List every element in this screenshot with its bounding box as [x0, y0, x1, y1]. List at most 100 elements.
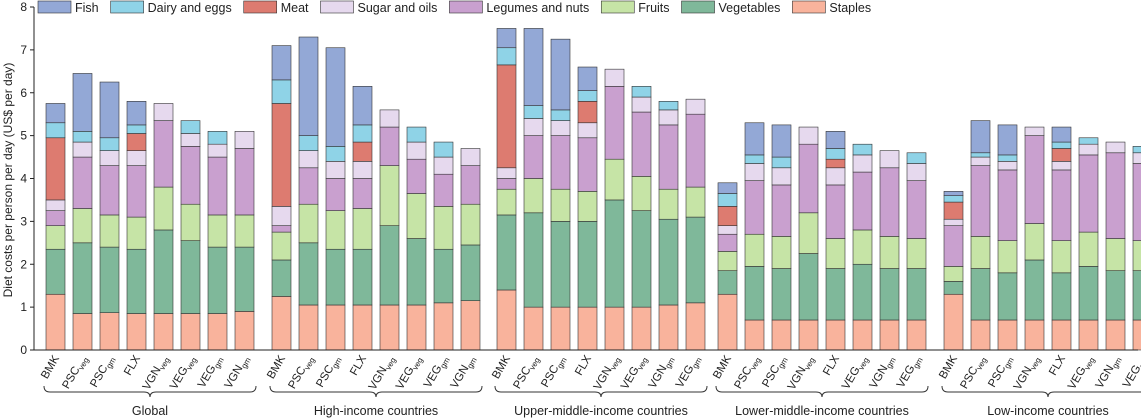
bar-segment-sugar-and-oils	[906, 163, 927, 181]
bar-segment-sugar-and-oils	[271, 206, 292, 226]
bar-segment-legumes-and-nuts	[99, 165, 120, 216]
y-tick-label: 8	[20, 0, 27, 14]
bar-segment-fish	[997, 124, 1018, 156]
x-tick-label: VGNveg	[786, 354, 817, 394]
group-label: Upper-middle-income countries	[514, 404, 688, 418]
x-tick-label: BMK	[490, 353, 513, 381]
bar-segment-fruits	[523, 178, 544, 214]
bar-segment-staples	[1078, 319, 1099, 351]
y-tick-label: 4	[20, 172, 27, 186]
bar-segment-dairy-and-eggs	[72, 131, 93, 143]
y-axis-title: Diet costs per person per day (US$ per d…	[1, 63, 15, 298]
bar-segment-staples	[496, 289, 517, 351]
bar-segment-dairy-and-eggs	[126, 124, 147, 134]
bar-segment-fruits	[771, 236, 792, 269]
x-tick-label: VEGveg	[1066, 354, 1097, 393]
bar-segment-staples	[352, 304, 373, 351]
bar-segment-vegetables	[45, 248, 66, 295]
bar-segment-fruits	[798, 212, 819, 254]
bar-segment-dairy-and-eggs	[325, 146, 346, 162]
legend-swatch	[320, 0, 354, 14]
bar-segment-sugar-and-oils	[1132, 152, 1141, 164]
bar-segment-legumes-and-nuts	[325, 178, 346, 211]
bar-segment-sugar-and-oils	[433, 156, 454, 175]
y-tick-label: 0	[20, 343, 27, 357]
bar-segment-staples	[685, 302, 706, 351]
bar-segment-fish	[717, 182, 738, 194]
y-tick-label: 1	[20, 300, 27, 314]
bar-segment-sugar-and-oils	[604, 68, 625, 87]
bar-segment-vegetables	[298, 242, 319, 306]
x-tick-label: BMK	[39, 353, 62, 381]
bar-segment-vegetables	[496, 214, 517, 291]
bar-segment-fish	[523, 28, 544, 106]
bar-segment-sugar-and-oils	[207, 143, 228, 158]
legend: Fish Dairy and eggs Meat Sugar and oils Legu…	[37, 0, 871, 15]
bar-segment-fruits	[943, 266, 964, 282]
bar-segment-dairy-and-eggs	[550, 109, 571, 121]
bar-segment-vegetables	[1051, 272, 1072, 321]
x-tick-label: VEGveg	[168, 354, 199, 393]
bar-segment-legumes-and-nuts	[658, 124, 679, 190]
bar-segment-legumes-and-nuts	[852, 171, 873, 231]
bar-segment-sugar-and-oils	[852, 154, 873, 173]
bar-segment-dairy-and-eggs	[943, 195, 964, 203]
bar-segment-vegetables	[550, 221, 571, 308]
bar-segment-sugar-and-oils	[1078, 143, 1099, 156]
bar-segment-meat	[1051, 148, 1072, 162]
bar-segment-legumes-and-nuts	[685, 113, 706, 188]
bar-segment-fruits	[207, 214, 228, 248]
bar-segment-vegetables	[825, 268, 846, 321]
bar-segment-staples	[943, 293, 964, 351]
bar-segment-legumes-and-nuts	[798, 143, 819, 214]
bar-segment-fruits	[1051, 240, 1072, 274]
bar-segment-vegetables	[180, 240, 201, 314]
bar-segment-legumes-and-nuts	[45, 210, 66, 226]
bar-segment-staples	[460, 300, 481, 351]
legend-swatch	[600, 0, 635, 14]
y-axis: Diet costs per person per day (US$ per d…	[1, 0, 35, 357]
bar-segment-fruits	[460, 203, 481, 246]
x-tick-label: FLX	[348, 353, 369, 378]
bar-segment-fish	[325, 47, 346, 147]
x-tick-label: PSCveg	[511, 354, 541, 393]
bar-segment-sugar-and-oils	[970, 156, 991, 166]
bar-segment-vegetables	[126, 248, 147, 314]
x-tick-label: FLX	[821, 353, 842, 378]
bar-segment-fruits	[352, 208, 373, 250]
bar-segment-staples	[1132, 319, 1141, 351]
bar-segment-fruits	[379, 165, 400, 226]
bar-segment-legumes-and-nuts	[207, 156, 228, 216]
bar-segment-legumes-and-nuts	[406, 158, 427, 194]
bar-segment-staples	[879, 319, 900, 351]
bar-segment-vegetables	[906, 268, 927, 321]
y-tick-label: 2	[20, 257, 27, 271]
bar-segment-dairy-and-eggs	[1078, 137, 1099, 145]
bar-segment-legumes-and-nuts	[523, 135, 544, 179]
bar-segment-legumes-and-nuts	[970, 165, 991, 237]
x-tick-label: FLX	[573, 353, 594, 378]
y-tick-label: 3	[20, 214, 27, 228]
bar-segment-legumes-and-nuts	[631, 111, 652, 177]
bar-segment-legumes-and-nuts	[72, 156, 93, 209]
bar-segment-staples	[153, 313, 174, 351]
x-tick-label: VEGgm	[895, 353, 925, 391]
x-tick-label: VEGveg	[394, 354, 425, 393]
bar-segment-sugar-and-oils	[99, 150, 120, 166]
bar-segment-vegetables	[943, 281, 964, 295]
bar-segment-legumes-and-nuts	[550, 135, 571, 190]
bar-segment-meat	[126, 133, 147, 151]
bar-segment-fish	[1051, 126, 1072, 143]
group-bracket	[941, 385, 1141, 398]
legend-item-fruits: Fruits	[600, 0, 670, 15]
bar-segment-legumes-and-nuts	[943, 225, 964, 267]
bar-segment-dairy-and-eggs	[577, 90, 598, 102]
legend-item-dairy-and-eggs: Dairy and eggs	[110, 0, 232, 15]
bar-segment-vegetables	[631, 210, 652, 308]
bar-segment-staples	[433, 302, 454, 351]
x-tick-label: PSCgm	[88, 353, 118, 390]
bar-segment-fruits	[99, 214, 120, 248]
x-tick-label: BMK	[937, 353, 960, 381]
bar-segment-staples	[271, 296, 292, 351]
bar-group	[717, 122, 927, 351]
